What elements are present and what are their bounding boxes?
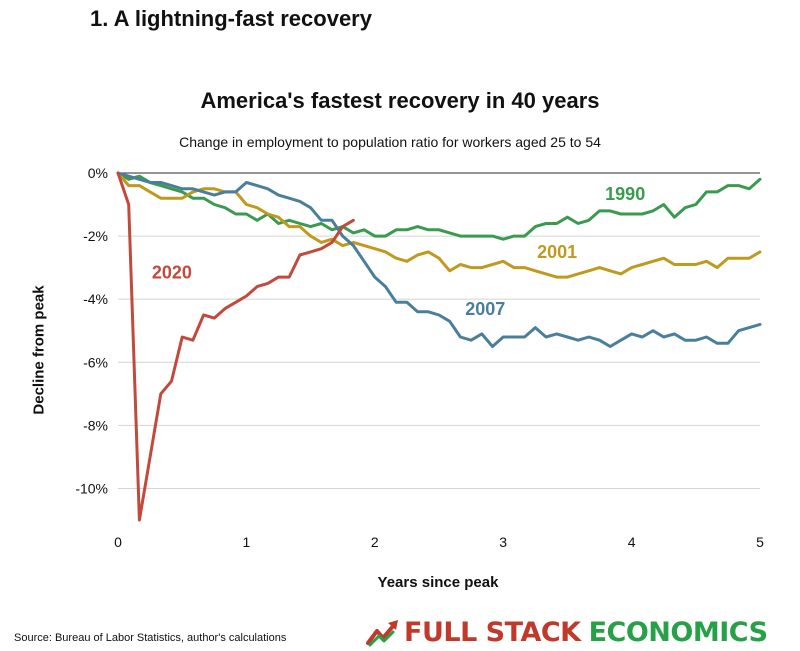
y-tick-label: 0% (88, 165, 108, 181)
series-line-2020 (116, 171, 355, 522)
x-axis-ticks: 0 1 2 3 4 5 (114, 534, 764, 550)
gridlines (118, 172, 760, 489)
y-tick-label: -10% (75, 480, 108, 496)
x-tick-label: 5 (756, 534, 764, 550)
brand-name-part2: ECONOMICS (588, 616, 768, 648)
x-tick-label: 1 (243, 534, 251, 550)
series-labels: 1990 2001 2007 2020 (152, 184, 645, 319)
brand-name-part1: FULL STACK (404, 616, 581, 648)
source-note: Source: Bureau of Labor Statistics, auth… (14, 632, 287, 644)
x-tick-label: 2 (371, 534, 379, 550)
rising-arrow-icon (366, 620, 398, 647)
y-tick-label: -8% (83, 417, 108, 433)
series-label-2020: 2020 (152, 263, 192, 283)
brand-logo: FULL STACK ECONOMICS (366, 614, 768, 650)
section-heading: 1. A lightning-fast recovery (90, 6, 372, 31)
x-axis-label: Years since peak (377, 574, 499, 591)
chart-subtitle: Change in employment to population ratio… (179, 134, 601, 150)
series-label-1990: 1990 (605, 184, 645, 204)
series-line-2007 (116, 171, 762, 348)
series-label-2007: 2007 (465, 299, 505, 319)
x-tick-label: 3 (499, 534, 507, 550)
y-tick-label: -6% (83, 354, 108, 370)
y-tick-label: -2% (83, 228, 108, 244)
x-tick-label: 4 (628, 534, 636, 550)
x-tick-label: 0 (114, 534, 122, 550)
chart-title: America's fastest recovery in 40 years (200, 88, 600, 113)
series-lines (116, 171, 762, 522)
series-label-2001: 2001 (537, 242, 577, 262)
y-axis-label: Decline from peak (30, 285, 48, 415)
series-line-1990 (116, 171, 762, 241)
series-line-2001 (116, 171, 762, 279)
y-tick-label: -4% (83, 291, 108, 307)
y-axis-ticks: 0% -2% -4% -6% -8% -10% (75, 165, 108, 496)
